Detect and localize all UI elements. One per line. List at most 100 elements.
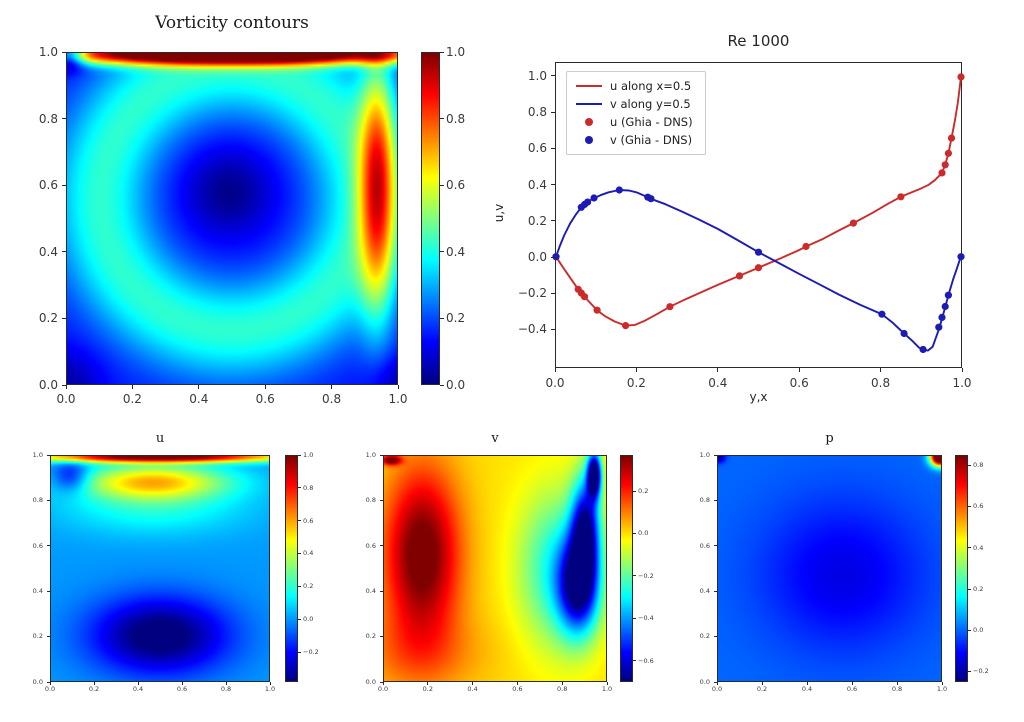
vorticity-colorbar-canvas — [422, 53, 439, 384]
colorbar-tick-label: 0.0 — [303, 615, 314, 624]
y-tick-label: 1.0 — [32, 450, 43, 459]
y-tick-label: 0.4 — [32, 586, 43, 595]
colorbar-tick-label: 0.4 — [973, 543, 984, 552]
p-colorbar-canvas — [956, 456, 967, 681]
marker-u-Ghia-DNS- — [666, 303, 674, 311]
colorbar-tick — [298, 618, 301, 620]
legend-label: v along y=0.5 — [610, 97, 691, 111]
colorbar-tick-label: 0.2 — [446, 311, 466, 326]
y-tick-label: 0.0 — [38, 378, 58, 392]
p-heatmap — [717, 455, 942, 682]
x-tick-label: 1.0 — [936, 685, 948, 693]
colorbar-tick-label: −0.6 — [638, 656, 654, 665]
y-tick-label: 0.2 — [32, 632, 43, 641]
legend-marker — [576, 103, 602, 105]
v-colorbar — [620, 455, 633, 682]
x-tick-label: 0.2 — [756, 685, 768, 693]
x-tick-label: 0.6 — [789, 376, 809, 390]
x-tick-label: 0.6 — [255, 392, 275, 406]
y-axis-label: u,v — [492, 203, 506, 223]
x-tick-label: 0.6 — [176, 685, 188, 693]
marker-v-Ghia-DNS- — [590, 194, 598, 202]
marker-v-Ghia-DNS- — [957, 253, 965, 261]
marker-v-Ghia-DNS- — [584, 198, 592, 206]
y-tick — [551, 147, 555, 149]
u-field-title: u — [155, 431, 165, 446]
y-tick-label: 1.0 — [527, 68, 547, 83]
colorbar-tick — [298, 487, 301, 489]
x-tick — [198, 385, 200, 389]
y-tick-label: 0.8 — [32, 496, 43, 505]
y-tick — [62, 251, 66, 253]
marker-v-Ghia-DNS- — [552, 253, 560, 261]
y-tick — [47, 499, 50, 501]
y-tick-label: 1.0 — [365, 450, 376, 459]
x-tick-label: 0.8 — [871, 376, 891, 390]
y-tick-label: 0.8 — [527, 105, 547, 120]
marker-v-Ghia-DNS- — [615, 186, 623, 194]
y-tick — [714, 590, 717, 592]
x-tick — [382, 682, 384, 685]
y-tick — [47, 636, 50, 638]
y-tick-label: 0.6 — [38, 178, 58, 193]
legend-item: u (Ghia - DNS) — [576, 113, 693, 131]
u-colorbar-canvas — [286, 456, 297, 681]
legend-dot-swatch — [576, 136, 602, 144]
colorbar-tick — [298, 520, 301, 522]
x-tick-label: 0.8 — [220, 685, 232, 693]
v-field-title: v — [491, 431, 499, 446]
y-tick-label: 0.0 — [32, 677, 43, 686]
marker-v-Ghia-DNS- — [754, 248, 763, 256]
colorbar-tick — [440, 317, 444, 319]
x-tick — [331, 385, 333, 389]
marker-v-Ghia-DNS- — [935, 323, 943, 331]
legend-item: u along x=0.5 — [576, 77, 693, 95]
y-tick-label: 0.2 — [699, 632, 710, 641]
marker-u-Ghia-DNS- — [802, 242, 810, 251]
colorbar-tick — [968, 464, 971, 466]
y-tick-label: 0.2 — [527, 213, 547, 228]
x-tick — [264, 385, 266, 389]
legend-label: u (Ghia - DNS) — [610, 115, 693, 129]
marker-u-Ghia-DNS- — [580, 293, 589, 301]
x-tick-label: 0.8 — [322, 392, 342, 406]
colorbar-tick-label: 0.6 — [446, 178, 466, 193]
x-tick — [93, 682, 95, 685]
legend-marker — [576, 85, 602, 87]
colorbar-tick-label: 0.0 — [638, 529, 649, 538]
legend-item: v along y=0.5 — [576, 95, 693, 113]
x-tick-label: 0.2 — [422, 685, 433, 693]
y-tick-label: 0.4 — [38, 244, 58, 259]
colorbar-tick — [298, 553, 301, 555]
colorbar-tick — [440, 251, 444, 253]
x-tick-label: 0.2 — [626, 376, 646, 390]
x-tick-label: 1.0 — [264, 685, 276, 693]
x-tick-label: 0.4 — [801, 685, 813, 693]
colorbar-tick — [440, 384, 444, 386]
u-heatmap — [50, 455, 270, 682]
x-axis-label: y,x — [749, 390, 768, 404]
colorbar-tick-label: −0.4 — [638, 614, 654, 623]
colorbar-tick-label: 0.2 — [303, 582, 314, 591]
x-tick — [516, 682, 518, 685]
colorbar-tick-label: 0.4 — [446, 244, 466, 259]
y-tick-label: 0.8 — [38, 111, 58, 126]
x-tick-label: 0.8 — [557, 685, 568, 693]
x-tick — [472, 682, 474, 685]
colorbar-tick — [298, 586, 301, 588]
x-tick — [635, 368, 637, 372]
colorbar-tick — [968, 588, 971, 590]
colorbar-tick-label: 0.8 — [303, 483, 314, 492]
colorbar-tick — [968, 671, 971, 673]
y-tick — [714, 636, 717, 638]
y-tick — [551, 75, 555, 77]
colorbar-tick-label: 0.0 — [973, 626, 984, 635]
x-tick-label: 0.0 — [44, 685, 56, 693]
y-tick — [62, 384, 66, 386]
x-tick — [896, 682, 898, 685]
re1000-title: Re 1000 — [727, 32, 790, 50]
legend-dot-swatch — [576, 118, 602, 126]
x-tick — [880, 368, 882, 372]
marker-v-Ghia-DNS- — [919, 345, 927, 354]
x-tick-label: 1.0 — [952, 376, 972, 390]
